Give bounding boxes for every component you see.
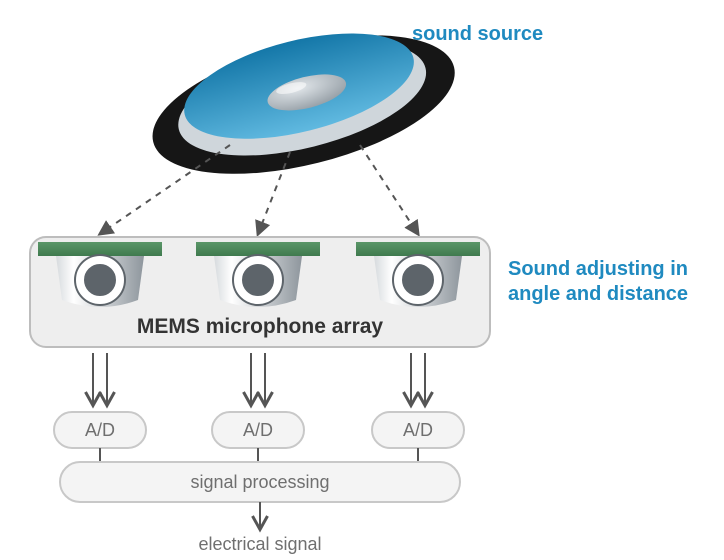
pcb-strip [38,242,162,256]
ad-label: A/D [403,420,433,440]
signal-processing-label: signal processing [190,472,329,492]
adjusting-label-line1: Sound adjusting in [508,258,688,280]
ad-to-sp-connectors [100,448,418,462]
adjusting-label-line2: angle and distance [508,283,688,305]
pcb-strip [356,242,480,256]
diagram-svg: sound source MEMS microphone array Sound… [0,0,724,560]
arrows-to-ad [93,353,425,404]
sound-source-label: sound source [412,23,543,45]
sound-arrow [360,145,418,234]
mems-microphones [38,242,480,307]
ad-label: A/D [85,420,115,440]
ad-label: A/D [243,420,273,440]
mems-array-label: MEMS microphone array [137,315,384,338]
pcb-strip [196,242,320,256]
electrical-signal-label: electrical signal [198,534,321,554]
ad-converter-group: A/D A/D A/D [54,412,464,448]
